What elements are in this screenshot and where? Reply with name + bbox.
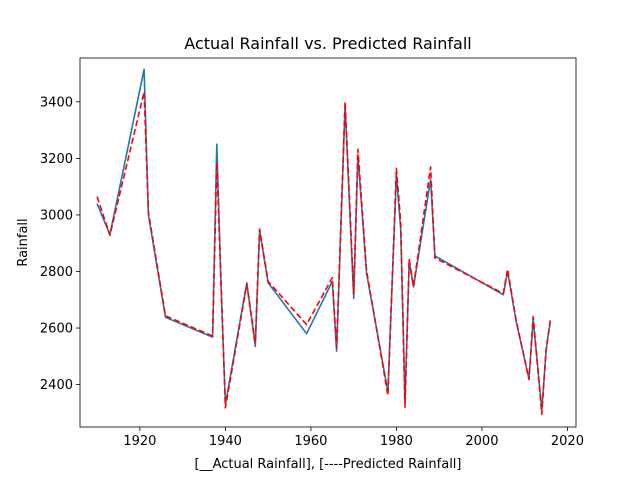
x-tick-label: 1960 bbox=[294, 434, 327, 449]
x-tick-label: 1980 bbox=[380, 434, 413, 449]
y-axis-title: Rainfall bbox=[16, 218, 31, 266]
x-tick-label: 2020 bbox=[551, 434, 584, 449]
y-tick-label: 2400 bbox=[40, 378, 73, 393]
ticks-layer: 1920 1940 1960 1980 2000 2020 2400 2600 2800 3000… bbox=[40, 95, 584, 449]
plot-frame bbox=[79, 57, 577, 428]
x-axis-title: [__Actual Rainfall], [----Predicted Rain… bbox=[195, 457, 462, 472]
chart-title: Actual Rainfall vs. Predicted Rainfall bbox=[184, 34, 471, 53]
x-tick-label: 2000 bbox=[465, 434, 498, 449]
x-tick-label: 1940 bbox=[209, 434, 242, 449]
y-tick-label: 3000 bbox=[40, 208, 73, 223]
y-tick-label: 2600 bbox=[40, 322, 73, 337]
series-predicted-line bbox=[96, 91, 552, 416]
y-tick-label: 3400 bbox=[40, 95, 73, 110]
y-tick-label: 3200 bbox=[40, 152, 73, 167]
series-layer bbox=[96, 68, 552, 416]
y-tick-label: 2800 bbox=[40, 265, 73, 280]
x-tick-label: 1920 bbox=[123, 434, 156, 449]
